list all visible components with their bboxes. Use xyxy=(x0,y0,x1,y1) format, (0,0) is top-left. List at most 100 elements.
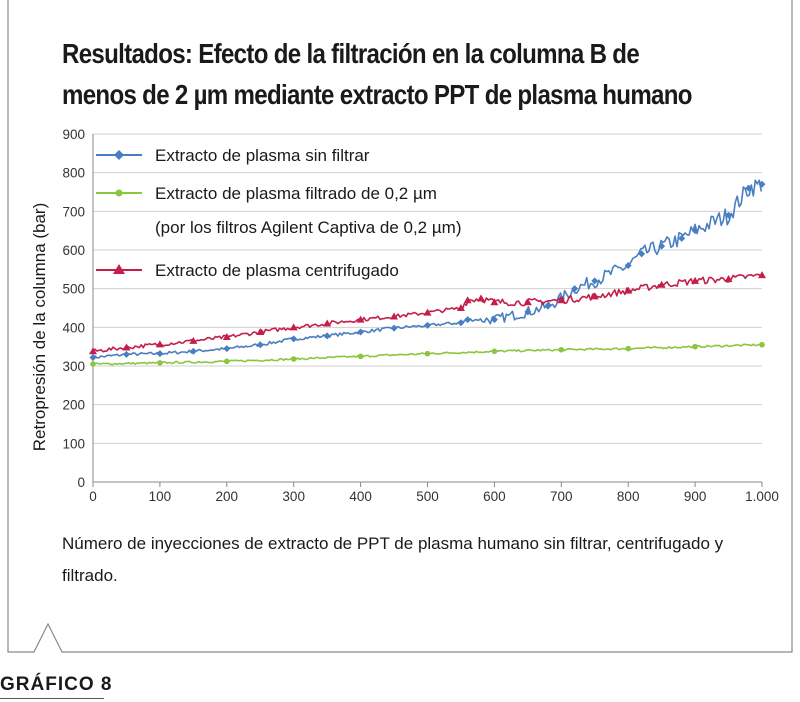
y-tick-label: 700 xyxy=(62,204,85,219)
data-point-unfiltered xyxy=(658,242,666,250)
data-point-centrifuged xyxy=(256,327,265,335)
chart-title-line-1: Resultados: Efecto de la filtración en l… xyxy=(62,38,640,69)
line-chart: 0 100 200 300 400 500 600 700 800 900 0 100 200 300 40… xyxy=(30,127,779,504)
data-point-unfiltered xyxy=(524,308,532,316)
data-point-unfiltered xyxy=(571,285,579,293)
data-point-centrifuged xyxy=(222,333,231,340)
x-tick-label: 700 xyxy=(550,489,573,504)
gridlines xyxy=(93,133,762,444)
data-point-centrifuged xyxy=(624,286,633,294)
legend-marker-filtered xyxy=(115,189,123,197)
data-point-centrifuged xyxy=(657,280,666,288)
data-point-filtered xyxy=(224,358,230,365)
data-point-unfiltered xyxy=(691,227,699,235)
y-tick-label: 800 xyxy=(62,166,85,181)
data-point-filtered xyxy=(558,346,565,353)
figure-label: GRÁFICO 8 xyxy=(0,674,113,695)
data-point-centrifuged xyxy=(523,298,532,306)
data-point-centrifuged xyxy=(323,319,332,327)
x-tick-label: 600 xyxy=(483,489,506,504)
legend-marker-unfiltered xyxy=(114,150,124,160)
legend-label-centrifuged: Extracto de plasma centrifugado xyxy=(155,261,399,280)
x-tick-label: 100 xyxy=(149,489,172,504)
data-point-filtered xyxy=(692,343,698,350)
data-point-filtered xyxy=(625,345,631,352)
data-point-unfiltered xyxy=(544,302,552,310)
data-point-unfiltered xyxy=(457,319,465,327)
legend-marker-centrifuged xyxy=(113,264,125,274)
data-point-unfiltered xyxy=(122,350,130,358)
y-tick-label: 400 xyxy=(62,320,85,335)
y-tick-label: 100 xyxy=(62,436,85,451)
data-point-centrifuged xyxy=(463,296,472,304)
data-point-centrifuged xyxy=(89,347,97,355)
data-point-unfiltered xyxy=(638,250,646,258)
legend-label-unfiltered: Extracto de plasma sin filtrar xyxy=(155,146,370,165)
data-point-centrifuged xyxy=(423,308,432,316)
chart-title-line-2: menos de 2 µm mediante extracto PPT de p… xyxy=(62,79,692,110)
data-point-unfiltered xyxy=(189,347,197,355)
legend: Extracto de plasma sin filtrar Extracto … xyxy=(96,146,461,280)
y-tick-label: 500 xyxy=(62,282,85,297)
y-tick-label: 600 xyxy=(62,243,85,258)
data-point-unfiltered xyxy=(490,316,498,324)
y-axis-label: Retropresión de la columna (bar) xyxy=(30,203,49,452)
data-point-centrifuged xyxy=(356,315,365,323)
data-point-centrifuged xyxy=(758,271,766,279)
legend-label-filtered-note: (por los filtros Agilent Captiva de 0,2 … xyxy=(155,218,461,237)
data-point-unfiltered xyxy=(678,234,686,242)
series-layer xyxy=(89,179,766,367)
data-point-centrifuged xyxy=(490,298,499,306)
data-point-filtered xyxy=(759,341,765,348)
data-point-unfiltered xyxy=(591,277,599,285)
data-point-centrifuged xyxy=(155,340,164,348)
legend-label-filtered: Extracto de plasma filtrado de 0,2 µm xyxy=(155,184,437,203)
y-tick-label: 900 xyxy=(62,127,85,142)
x-tick-label: 800 xyxy=(617,489,640,504)
data-point-filtered xyxy=(357,353,364,360)
data-point-filtered xyxy=(424,350,431,357)
data-point-unfiltered xyxy=(290,335,298,343)
data-point-unfiltered xyxy=(745,184,753,192)
data-point-filtered xyxy=(90,361,96,367)
data-point-centrifuged xyxy=(724,275,733,282)
data-point-centrifuged xyxy=(289,323,298,331)
data-point-filtered xyxy=(491,348,498,355)
data-point-centrifuged xyxy=(122,343,131,351)
y-tick-label: 200 xyxy=(62,398,85,413)
data-point-unfiltered xyxy=(357,328,365,336)
data-point-unfiltered xyxy=(390,324,398,332)
axes: 0 100 200 300 400 500 600 700 800 900 0 100 200 300 40… xyxy=(62,127,778,504)
x-tick-label: 0 xyxy=(89,489,97,504)
data-point-centrifuged xyxy=(590,292,599,300)
data-point-centrifuged xyxy=(456,304,465,311)
data-point-unfiltered xyxy=(758,180,766,188)
figure-label-rule xyxy=(0,698,104,699)
y-tick-label: 0 xyxy=(77,475,85,490)
x-tick-label: 400 xyxy=(349,489,372,504)
data-point-unfiltered xyxy=(323,332,331,340)
data-point-unfiltered xyxy=(464,316,472,324)
data-point-centrifuged xyxy=(477,294,486,302)
y-tick-label: 300 xyxy=(62,359,85,374)
data-point-unfiltered xyxy=(156,350,164,358)
x-tick-label: 900 xyxy=(684,489,707,504)
x-tick-label: 1.000 xyxy=(745,489,779,504)
data-point-centrifuged xyxy=(390,312,399,320)
data-point-filtered xyxy=(290,356,297,362)
data-point-unfiltered xyxy=(725,211,733,219)
data-point-unfiltered xyxy=(256,341,264,349)
data-point-unfiltered xyxy=(424,321,431,329)
figure-caption: Número de inyecciones de extracto de PPT… xyxy=(62,534,724,585)
data-point-centrifuged xyxy=(557,296,566,304)
data-point-centrifuged xyxy=(691,276,700,284)
data-point-filtered xyxy=(157,360,163,366)
data-point-unfiltered xyxy=(223,345,231,353)
data-point-unfiltered xyxy=(624,261,632,269)
x-tick-label: 200 xyxy=(216,489,239,504)
x-tick-label: 300 xyxy=(282,489,305,504)
data-point-unfiltered xyxy=(89,353,97,361)
data-point-centrifuged xyxy=(189,336,198,344)
x-tick-label: 500 xyxy=(416,489,439,504)
